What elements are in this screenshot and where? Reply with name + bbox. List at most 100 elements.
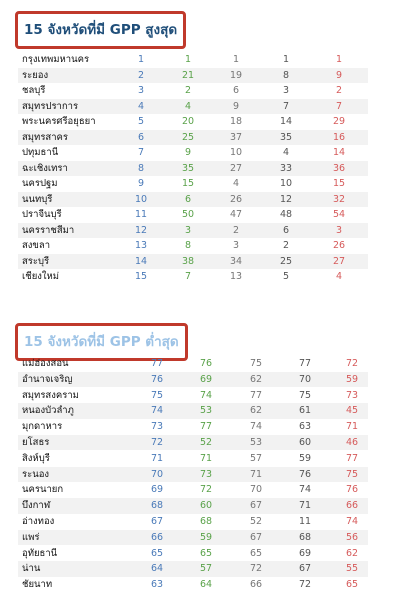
- table-row: แพร่ 66 59 67 68 56: [18, 529, 368, 546]
- rank-cell-1: 65: [150, 547, 164, 559]
- table-row: กรุงเทพมหานคร 1 1 1 1 1: [18, 52, 368, 67]
- rank-cell-3: 65: [249, 547, 263, 559]
- rank-cell-4: 70: [298, 373, 312, 385]
- rank-cell-3: 53: [249, 437, 263, 448]
- province-name: ชัยนาท: [22, 579, 53, 591]
- rank-cell-4: 59: [298, 452, 312, 464]
- rank-cell-1: 7: [137, 147, 145, 158]
- rank-cell-2: 38: [181, 255, 195, 267]
- rank-cell-3: 37: [229, 131, 243, 143]
- rank-cell-4: 2: [282, 240, 290, 251]
- table-row: อำนาจเจริญ 76 69 62 70 59: [18, 371, 368, 388]
- province-name: เชียงใหม่: [22, 271, 60, 282]
- province-name: ฉะเชิงเทรา: [22, 162, 68, 174]
- rank-cell-1: 14: [134, 255, 148, 267]
- rank-cell-4: 75: [298, 389, 312, 401]
- rank-cell-1: 12: [134, 224, 148, 236]
- rank-cell-5: 76: [345, 484, 359, 496]
- rank-cell-1: 68: [150, 500, 164, 512]
- rank-cell-5: 1: [335, 54, 343, 65]
- rank-cell-5: 59: [345, 373, 359, 385]
- rank-cell-5: 9: [335, 69, 343, 81]
- rank-cell-1: 76: [150, 373, 164, 385]
- rank-cell-4: 77: [298, 358, 312, 369]
- rank-cell-4: 8: [282, 69, 290, 81]
- rank-cell-4: 72: [298, 579, 312, 591]
- rank-cell-2: 25: [181, 131, 195, 143]
- rank-cell-5: 75: [345, 468, 359, 480]
- rank-cell-2: 9: [184, 147, 192, 158]
- rank-cell-1: 66: [150, 531, 164, 543]
- table-row: นครปฐม 9 15 4 10 15: [18, 176, 368, 191]
- province-name: สิงห์บุรี: [22, 452, 50, 464]
- province-name: น่าน: [22, 563, 41, 575]
- table-row: ระนอง 70 73 71 76 75: [18, 466, 368, 482]
- rank-cell-5: 72: [345, 358, 359, 369]
- rank-cell-2: 21: [181, 69, 195, 81]
- rank-cell-4: 7: [282, 100, 290, 112]
- province-name: ยโสธร: [22, 437, 50, 448]
- province-name: มุกดาหาร: [22, 421, 63, 433]
- rank-cell-1: 13: [134, 240, 148, 251]
- rank-cell-5: 32: [332, 193, 346, 205]
- table-row: แม่ฮ่องสอน 77 76 75 77 72: [18, 356, 368, 371]
- rank-cell-2: 59: [199, 531, 213, 543]
- rank-cell-5: 54: [332, 209, 346, 220]
- rank-cell-5: 56: [345, 531, 359, 543]
- rank-cell-3: 72: [249, 563, 263, 575]
- rank-cell-1: 73: [150, 421, 164, 433]
- rank-cell-5: 66: [345, 500, 359, 512]
- rank-cell-2: 74: [199, 389, 213, 401]
- rank-cell-1: 70: [150, 468, 164, 480]
- rank-cell-3: 3: [232, 240, 240, 251]
- rank-cell-4: 33: [279, 162, 293, 174]
- table-row: สิงห์บุรี 71 71 57 59 77: [18, 451, 368, 466]
- rank-cell-4: 68: [298, 531, 312, 543]
- rank-cell-1: 69: [150, 484, 164, 496]
- province-name: บึงกาฬ: [22, 500, 51, 512]
- province-name: นครปฐม: [22, 178, 58, 189]
- rank-cell-5: 77: [345, 452, 359, 464]
- rank-cell-2: 35: [181, 162, 195, 174]
- rank-cell-2: 64: [199, 579, 213, 591]
- table-row: สมุทรปราการ 4 4 9 7 7: [18, 98, 368, 114]
- rank-cell-5: 74: [345, 516, 359, 527]
- table-row: นนทบุรี 10 6 26 12 32: [18, 191, 368, 207]
- rank-cell-5: 55: [345, 563, 359, 575]
- province-name: ปทุมธานี: [22, 147, 59, 158]
- rank-cell-2: 6: [184, 193, 192, 205]
- rank-cell-3: 74: [249, 421, 263, 433]
- rank-cell-3: 57: [249, 452, 263, 464]
- province-name: นครนายก: [22, 484, 64, 496]
- rank-cell-1: 67: [150, 516, 164, 527]
- rank-cell-5: 26: [332, 240, 346, 251]
- rank-cell-2: 73: [199, 468, 213, 480]
- rank-cell-3: 34: [229, 255, 243, 267]
- rank-cell-2: 57: [199, 563, 213, 575]
- rank-cell-1: 74: [150, 405, 164, 417]
- rank-cell-1: 10: [134, 193, 148, 205]
- rank-cell-3: 77: [249, 389, 263, 401]
- table-row: ปทุมธานี 7 9 10 4 14: [18, 145, 368, 160]
- table-row: เชียงใหม่ 15 7 13 5 4: [18, 269, 368, 284]
- rank-cell-5: 15: [332, 178, 346, 189]
- province-name: นนทบุรี: [22, 193, 53, 205]
- rank-cell-4: 63: [298, 421, 312, 433]
- rank-cell-4: 6: [282, 224, 290, 236]
- table-row: ระยอง 2 21 19 8 9: [18, 67, 368, 83]
- rank-cell-3: 10: [229, 147, 243, 158]
- rank-cell-1: 71: [150, 452, 164, 464]
- table-row: อุทัยธานี 65 65 65 69 62: [18, 546, 368, 561]
- rank-cell-4: 12: [279, 193, 293, 205]
- table-row: น่าน 64 57 72 67 55: [18, 561, 368, 577]
- rank-cell-2: 8: [184, 240, 192, 251]
- rank-cell-4: 1: [282, 54, 290, 65]
- rank-cell-1: 3: [137, 85, 145, 96]
- rank-cell-3: 4: [232, 178, 240, 189]
- rank-cell-3: 9: [232, 100, 240, 112]
- rank-cell-3: 75: [249, 358, 263, 369]
- rank-cell-1: 77: [150, 358, 164, 369]
- province-name: แพร่: [22, 531, 40, 543]
- rank-cell-4: 5: [282, 271, 290, 282]
- province-name: พระนครศรีอยุธยา: [22, 116, 96, 127]
